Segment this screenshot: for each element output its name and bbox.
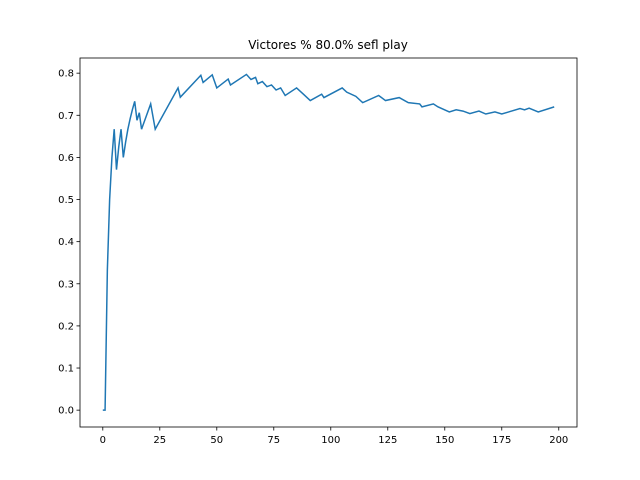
x-tick-label: 25 xyxy=(153,435,166,446)
y-tick-label: 0.3 xyxy=(58,279,74,290)
y-tick-label: 0.7 xyxy=(58,111,74,122)
x-tick-label: 75 xyxy=(267,435,280,446)
chart-title: Victores % 80.0% sefl play xyxy=(248,38,408,52)
x-tick-label: 0 xyxy=(100,435,106,446)
y-tick-label: 0.2 xyxy=(58,321,74,332)
y-tick-label: 0.4 xyxy=(58,237,74,248)
x-tick-label: 175 xyxy=(492,435,511,446)
y-tick-label: 0.1 xyxy=(58,364,74,375)
x-tick-label: 100 xyxy=(321,435,340,446)
y-tick-label: 0.0 xyxy=(58,406,74,417)
y-tick-label: 0.8 xyxy=(58,69,74,80)
y-tick-label: 0.5 xyxy=(58,195,74,206)
plot-frame xyxy=(79,57,578,428)
x-tick-label: 50 xyxy=(210,435,223,446)
x-tick-label: 125 xyxy=(378,435,397,446)
x-tick-label: 200 xyxy=(549,435,568,446)
data-line xyxy=(102,73,555,411)
x-tick-label: 150 xyxy=(435,435,454,446)
y-tick-label: 0.6 xyxy=(58,153,74,164)
